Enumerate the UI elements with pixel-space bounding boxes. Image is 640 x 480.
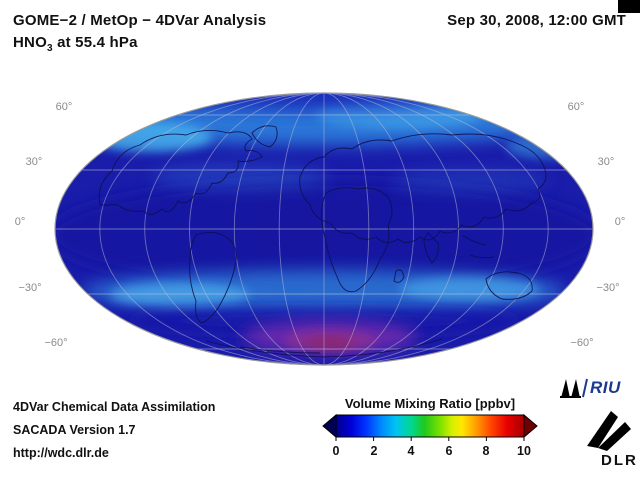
- figure-subtitle: HNO3 at 55.4 hPa: [13, 34, 138, 54]
- colorbar: [322, 414, 538, 441]
- footer-line-version: SACADA Version 1.7: [13, 423, 136, 437]
- riu-logo-text: RIU: [590, 378, 621, 397]
- footer-line-assimilation: 4DVar Chemical Data Assimilation: [13, 400, 216, 414]
- figure-title: GOME−2 / MetOp − 4DVar Analysis: [13, 12, 267, 29]
- species-label: HNO: [13, 34, 47, 51]
- map-outline: [54, 92, 594, 366]
- lat-label-right-0: 0°: [614, 216, 626, 228]
- colorbar-underflow-arrow: [322, 414, 337, 439]
- species-subscript: 3: [46, 43, 53, 54]
- riu-cathedral-icon: [560, 378, 588, 398]
- colorbar-tick-4: 4: [407, 444, 415, 458]
- lat-label-left-60: 60°: [55, 101, 73, 113]
- colorbar-title: Volume Mixing Ratio [ppbv]: [344, 396, 516, 411]
- datetime-label: Sep 30, 2008, 12:00 GMT: [447, 12, 626, 29]
- lat-label-right-30: 30°: [597, 156, 615, 168]
- colorbar-tick-marks: [335, 437, 525, 441]
- lat-label-right-m30: −30°: [596, 282, 620, 294]
- colorbar-tick-2: 2: [370, 444, 378, 458]
- lat-label-left-0: 0°: [14, 216, 26, 228]
- colorbar-tick-8: 8: [482, 444, 490, 458]
- colorbar-tick-10: 10: [517, 444, 531, 458]
- colorbar-tick-6: 6: [445, 444, 453, 458]
- dlr-logo-mark: [587, 411, 631, 451]
- pressure-level-label: at 55.4 hPa: [52, 34, 138, 51]
- riu-logo: RIU: [558, 377, 621, 399]
- coastlines: [98, 125, 547, 358]
- colorbar-overflow-arrow: [523, 414, 538, 439]
- dlr-logo-text: DLR: [601, 452, 638, 469]
- graticule-meridians: [99, 93, 549, 365]
- footer-line-url: http://wdc.dlr.de: [13, 446, 109, 460]
- lat-label-right-60: 60°: [567, 101, 585, 113]
- map-field: [55, 93, 593, 365]
- colorbar-gradient-bar: [335, 414, 525, 438]
- lat-label-left-30: 30°: [25, 156, 43, 168]
- lat-label-right-m60: −60°: [570, 337, 594, 349]
- lat-label-left-m60: −60°: [44, 337, 68, 349]
- corner-mark: [618, 0, 640, 13]
- world-map: [54, 92, 594, 366]
- colorbar-tick-0: 0: [332, 444, 340, 458]
- lat-label-left-m30: −30°: [18, 282, 42, 294]
